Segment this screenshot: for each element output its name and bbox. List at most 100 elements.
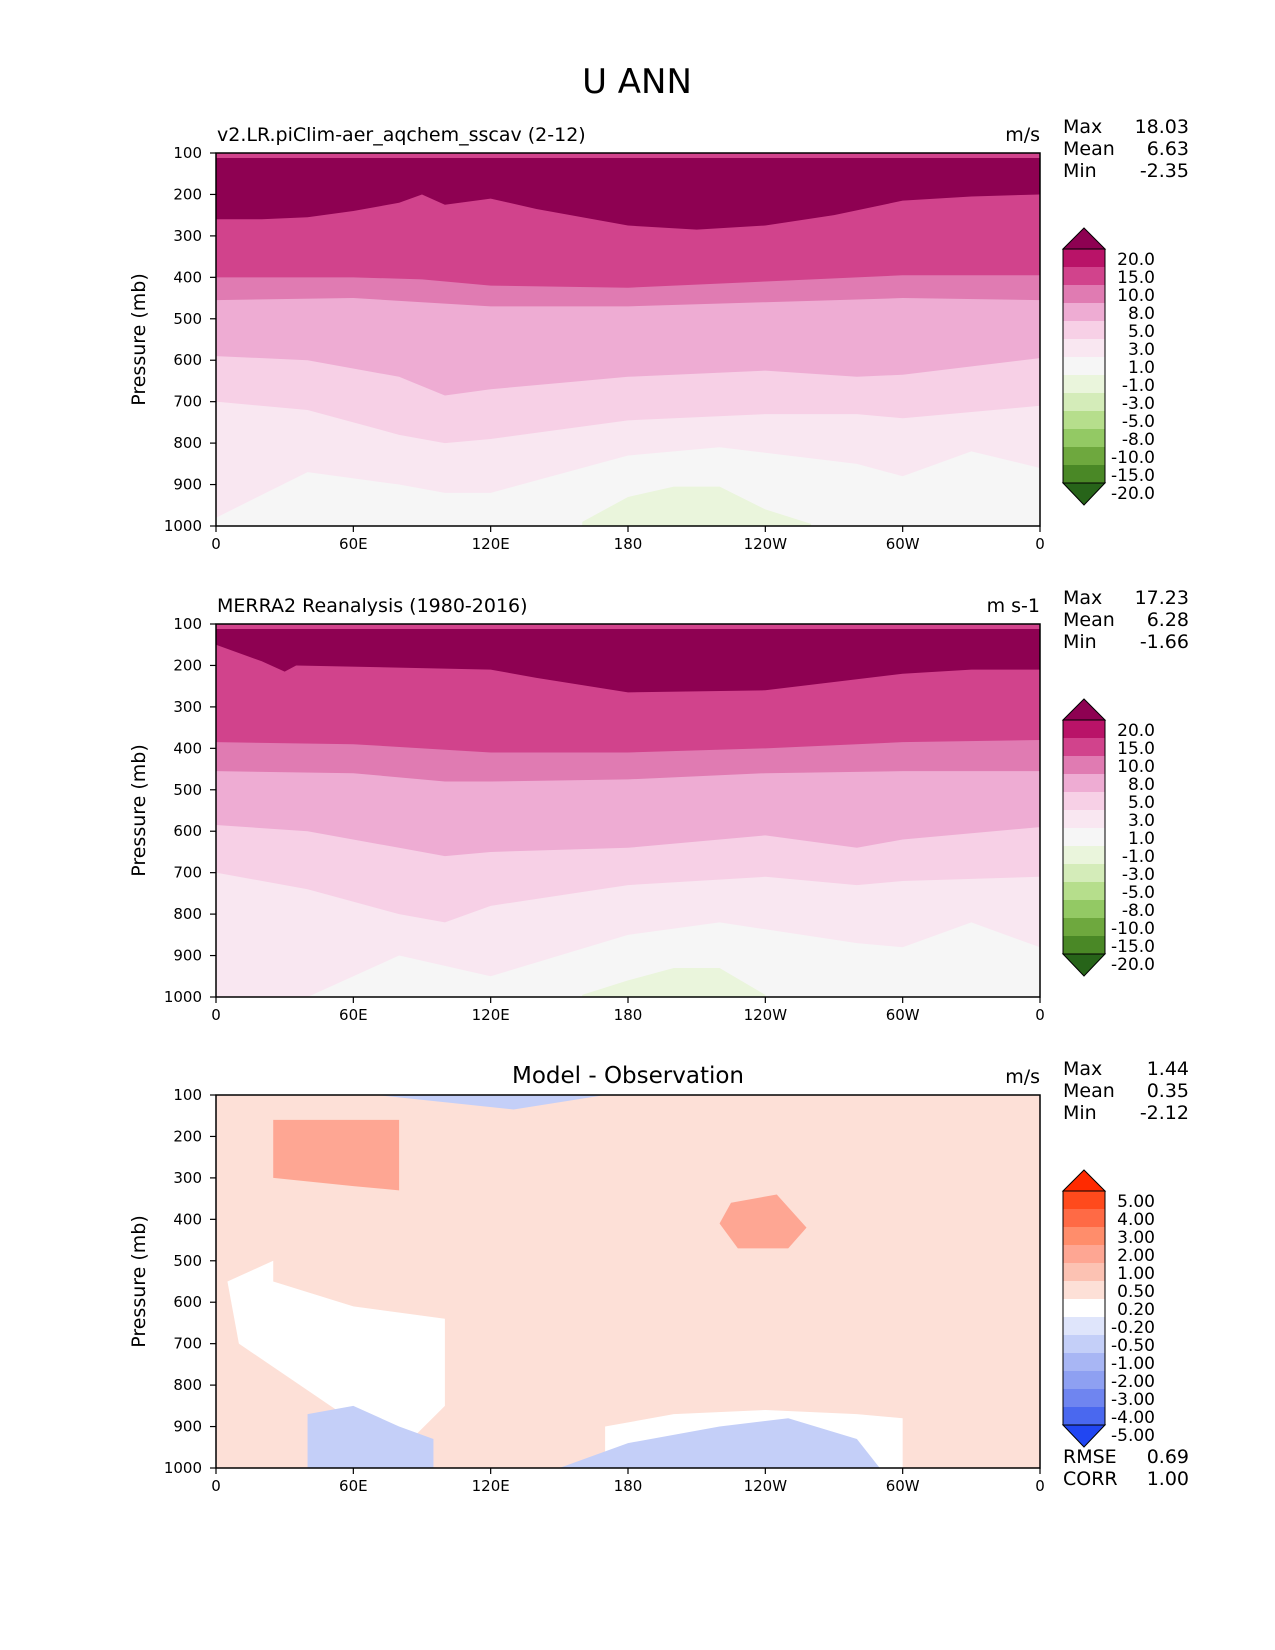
y-axis-label: Pressure (mb) xyxy=(128,1215,150,1348)
y-tick-label: 800 xyxy=(173,434,202,452)
units-label: m s-1 xyxy=(987,595,1040,617)
colorbar-label: -3.0 xyxy=(1122,865,1155,885)
colorbar-swatch xyxy=(1063,375,1105,394)
colorbar-swatch xyxy=(1063,738,1105,757)
y-tick-label: 1000 xyxy=(164,1459,202,1477)
colorbar-swatch xyxy=(1063,1281,1105,1300)
colorbar-extend-min xyxy=(1061,482,1107,506)
colorbar-label: 4.00 xyxy=(1117,1210,1155,1230)
colorbar-label: -1.0 xyxy=(1122,376,1155,396)
colorbar-extend-max xyxy=(1061,227,1107,250)
panel-1: 100 200 300 400 500 600 700 800 900 1000 0 60E 120E 1… xyxy=(128,116,1189,553)
colorbar-frame xyxy=(1062,1190,1106,1426)
colorbar-swatch xyxy=(1063,249,1105,268)
colorbar-label: 5.0 xyxy=(1128,793,1155,813)
contour-band-6 xyxy=(582,486,812,526)
diff-region-1 xyxy=(719,1194,807,1249)
colorbar-label: -5.00 xyxy=(1111,1426,1155,1446)
x-tick-label: 180 xyxy=(614,1006,643,1024)
stat-value: -2.35 xyxy=(1140,160,1189,182)
y-axis-label: Pressure (mb) xyxy=(128,273,150,406)
y-tick-label: 600 xyxy=(173,1293,202,1311)
stat-label: CORR xyxy=(1063,1468,1118,1490)
diff-region-4 xyxy=(376,1095,606,1110)
y-tick-label: 300 xyxy=(173,227,202,245)
x-tick-label: 60E xyxy=(339,535,368,553)
stat-label: Min xyxy=(1063,160,1097,182)
colorbar-label: 15.0 xyxy=(1117,268,1155,288)
colorbar-label: 2.00 xyxy=(1117,1246,1155,1266)
colorbar-label: -15.0 xyxy=(1111,937,1155,957)
x-tick-label: 120W xyxy=(744,1477,788,1495)
y-tick-label: 400 xyxy=(173,268,202,286)
panel-3: 100 200 300 400 500 600 700 800 900 1000 0 60E 120E 1… xyxy=(128,1058,1189,1495)
colorbar-label: 10.0 xyxy=(1117,286,1155,306)
colorbar-swatch xyxy=(1063,303,1105,322)
colorbar-label: -10.0 xyxy=(1111,448,1155,468)
y-tick-label: 600 xyxy=(173,822,202,840)
stat-value: 0.69 xyxy=(1147,1446,1189,1468)
colorbar-label: -5.0 xyxy=(1122,412,1155,432)
plot-area xyxy=(216,624,1040,997)
colorbar-extend-max xyxy=(1061,698,1107,721)
x-tick-label: 120E xyxy=(472,535,510,553)
x-tick-label: 0 xyxy=(211,535,221,553)
colorbar-label: -0.50 xyxy=(1111,1336,1155,1356)
stat-label: Min xyxy=(1063,1102,1097,1124)
y-tick-label: 900 xyxy=(173,476,202,494)
colorbar-swatch xyxy=(1063,411,1105,430)
y-tick-label: 400 xyxy=(173,739,202,757)
colorbar-label: 5.00 xyxy=(1117,1192,1155,1212)
colorbar-swatch xyxy=(1063,1191,1105,1210)
y-tick-label: 900 xyxy=(173,1418,202,1436)
colorbar-swatch xyxy=(1063,429,1105,448)
colorbar-swatch xyxy=(1063,1353,1105,1372)
colorbar-extend-min xyxy=(1061,953,1107,977)
colorbar-swatch xyxy=(1063,1317,1105,1336)
colorbar-swatch xyxy=(1063,447,1105,466)
colorbar-swatch xyxy=(1063,792,1105,811)
stat-value: -1.66 xyxy=(1140,631,1189,653)
stat-value: 17.23 xyxy=(1135,587,1189,609)
y-tick-label: 900 xyxy=(173,947,202,965)
colorbar-label: 1.00 xyxy=(1117,1264,1155,1284)
colorbar-label: 20.0 xyxy=(1117,721,1155,741)
contour-band-5 xyxy=(216,922,1040,997)
stat-value: 0.35 xyxy=(1147,1080,1189,1102)
colorbar-label: -0.20 xyxy=(1111,1318,1155,1338)
colorbar-swatch xyxy=(1063,936,1105,955)
colorbar-swatch xyxy=(1063,357,1105,376)
colorbar-label: -3.00 xyxy=(1111,1390,1155,1410)
colorbar-swatch xyxy=(1063,1227,1105,1246)
x-tick-label: 120W xyxy=(744,1006,788,1024)
colorbar-label: -4.00 xyxy=(1111,1408,1155,1428)
colorbar-swatch xyxy=(1063,393,1105,412)
colorbar-swatch xyxy=(1063,1335,1105,1354)
colorbar-label: 1.0 xyxy=(1128,829,1155,849)
diff-region-6 xyxy=(559,1418,880,1468)
y-tick-label: 200 xyxy=(173,1127,202,1145)
colorbar-label: -8.0 xyxy=(1122,430,1155,450)
x-tick-label: 120W xyxy=(744,535,788,553)
y-tick-label: 1000 xyxy=(164,517,202,535)
x-tick-label: 0 xyxy=(1035,1477,1045,1495)
y-tick-label: 800 xyxy=(173,1376,202,1394)
y-tick-label: 500 xyxy=(173,781,202,799)
colorbar-swatch xyxy=(1063,864,1105,883)
stat-label: Mean xyxy=(1063,609,1115,631)
colorbar-label: -15.0 xyxy=(1111,466,1155,486)
x-tick-label: 0 xyxy=(211,1477,221,1495)
colorbar-label: -2.00 xyxy=(1111,1372,1155,1392)
colorbar-swatch xyxy=(1063,1407,1105,1426)
contour-band-5 xyxy=(216,447,1040,526)
colorbar-swatch xyxy=(1063,1389,1105,1408)
colorbar-label: 20.0 xyxy=(1117,250,1155,270)
colorbar-swatch xyxy=(1063,1263,1105,1282)
y-tick-label: 300 xyxy=(173,1169,202,1187)
x-tick-label: 180 xyxy=(614,535,643,553)
units-label: m/s xyxy=(1005,1066,1040,1088)
stat-value: 6.28 xyxy=(1147,609,1189,631)
x-tick-label: 0 xyxy=(1035,1006,1045,1024)
colorbar-swatch xyxy=(1063,774,1105,793)
x-tick-label: 120E xyxy=(472,1006,510,1024)
